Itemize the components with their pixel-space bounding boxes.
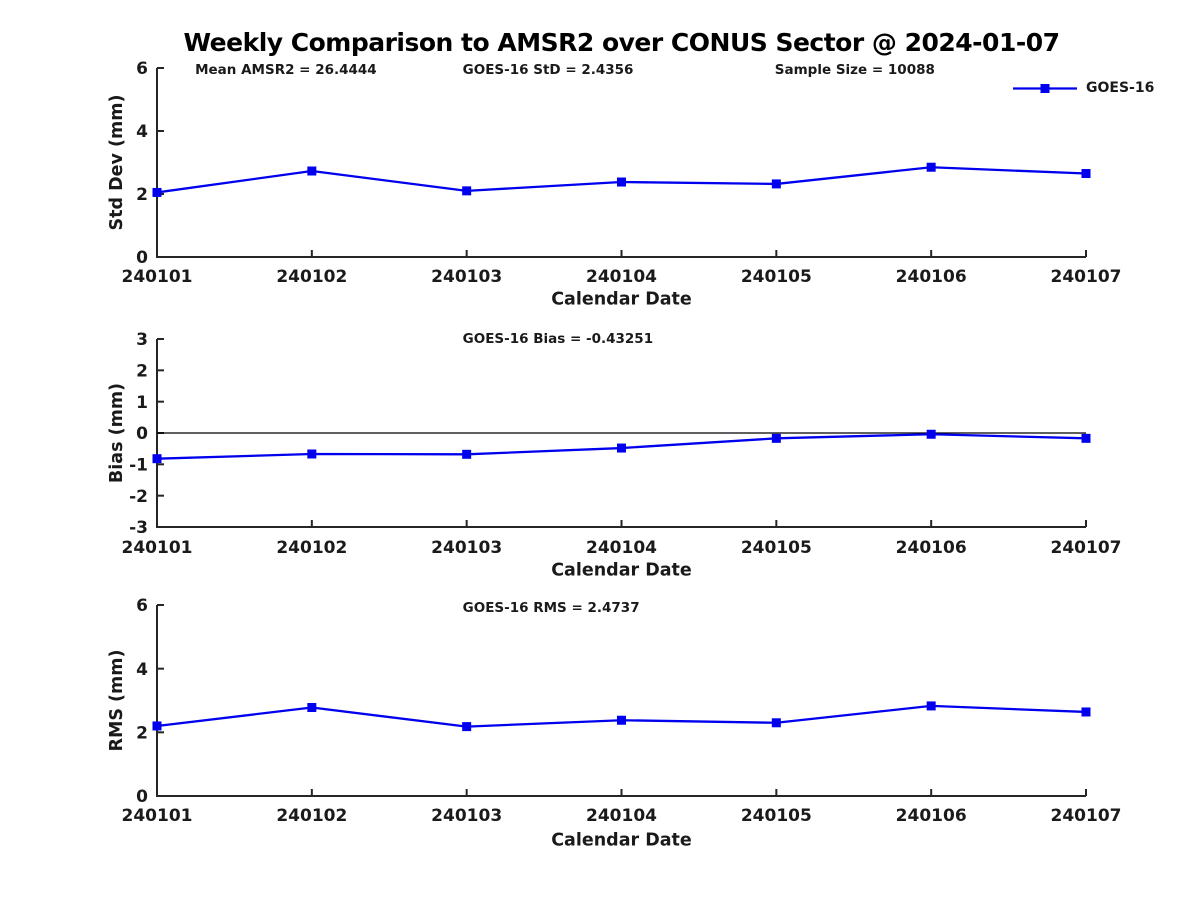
x-tick-label: 240107 — [1051, 267, 1122, 287]
y-tick-label: -2 — [129, 487, 148, 507]
x-tick-label: 240101 — [122, 806, 193, 826]
data-point-marker — [771, 718, 781, 728]
plot-annotation: GOES-16 StD = 2.4356 — [463, 62, 634, 78]
y-tick-label: 4 — [136, 122, 148, 142]
data-point-marker — [617, 715, 626, 725]
y-tick-label: 0 — [136, 787, 148, 807]
data-point-marker — [926, 162, 936, 172]
x-tick-label: 240103 — [431, 806, 502, 826]
plot-annotation: Sample Size = 10088 — [775, 62, 935, 78]
y-tick-label: 2 — [136, 185, 148, 205]
x-axis-title: Calendar Date — [551, 289, 692, 309]
data-point-marker — [617, 443, 626, 453]
y-tick-label: -1 — [129, 455, 148, 475]
y-tick-label: 1 — [136, 393, 148, 413]
data-point-marker — [462, 722, 472, 732]
legend-series-label: GOES-16 — [1086, 80, 1155, 96]
x-tick-label: 240107 — [1051, 806, 1122, 826]
x-tick-label: 240101 — [122, 538, 193, 558]
data-point-marker — [307, 703, 317, 713]
data-point-marker — [307, 166, 317, 176]
x-tick-label: 240107 — [1051, 538, 1122, 558]
data-point-marker — [462, 449, 472, 459]
data-point-marker — [1081, 433, 1091, 443]
plot-annotation: GOES-16 Bias = -0.43251 — [463, 331, 653, 347]
data-point-marker — [152, 454, 162, 464]
x-tick-label: 240102 — [276, 267, 347, 287]
x-tick-label: 240104 — [586, 267, 657, 287]
plot-annotation: Mean AMSR2 = 26.4444 — [195, 62, 377, 78]
data-point-marker — [771, 433, 781, 443]
data-point-marker — [926, 429, 936, 439]
y-axis-title: Bias (mm) — [107, 383, 127, 483]
x-tick-label: 240106 — [896, 806, 967, 826]
x-tick-label: 240101 — [122, 267, 193, 287]
x-tick-label: 240106 — [896, 538, 967, 558]
plot-annotation: GOES-16 RMS = 2.4737 — [463, 600, 640, 616]
y-tick-label: 2 — [136, 361, 148, 381]
data-point-marker — [1081, 707, 1091, 717]
x-axis-title: Calendar Date — [551, 830, 692, 850]
data-point-marker — [1081, 169, 1091, 179]
data-point-marker — [462, 186, 472, 196]
x-tick-label: 240105 — [741, 267, 812, 287]
y-tick-label: 6 — [136, 596, 148, 616]
y-tick-label: 2 — [136, 723, 148, 743]
data-point-marker — [617, 177, 626, 187]
x-tick-label: 240102 — [276, 806, 347, 826]
x-axis-title: Calendar Date — [551, 560, 692, 580]
y-axis-title: RMS (mm) — [107, 649, 127, 751]
y-tick-label: 6 — [136, 59, 148, 79]
x-tick-label: 240105 — [741, 538, 812, 558]
data-point-marker — [152, 187, 162, 197]
y-tick-label: 3 — [136, 330, 148, 350]
y-tick-label: 0 — [136, 424, 148, 444]
data-point-marker — [771, 179, 781, 189]
x-tick-label: 240104 — [586, 538, 657, 558]
y-tick-label: 0 — [136, 248, 148, 268]
legend: GOES-16 — [1012, 80, 1154, 96]
x-tick-label: 240105 — [741, 806, 812, 826]
x-tick-label: 240103 — [431, 538, 502, 558]
figure-title: Weekly Comparison to AMSR2 over CONUS Se… — [183, 28, 1060, 57]
legend-line-sample-icon — [1013, 83, 1077, 93]
y-tick-label: -3 — [129, 518, 148, 538]
data-point-marker — [152, 721, 162, 731]
y-axis-title: Std Dev (mm) — [107, 95, 127, 231]
x-tick-label: 240102 — [276, 538, 347, 558]
y-tick-label: 4 — [136, 660, 148, 680]
data-point-marker — [926, 701, 936, 711]
x-tick-label: 240104 — [586, 806, 657, 826]
x-tick-label: 240106 — [896, 267, 967, 287]
x-tick-label: 240103 — [431, 267, 502, 287]
data-point-marker — [307, 449, 317, 459]
